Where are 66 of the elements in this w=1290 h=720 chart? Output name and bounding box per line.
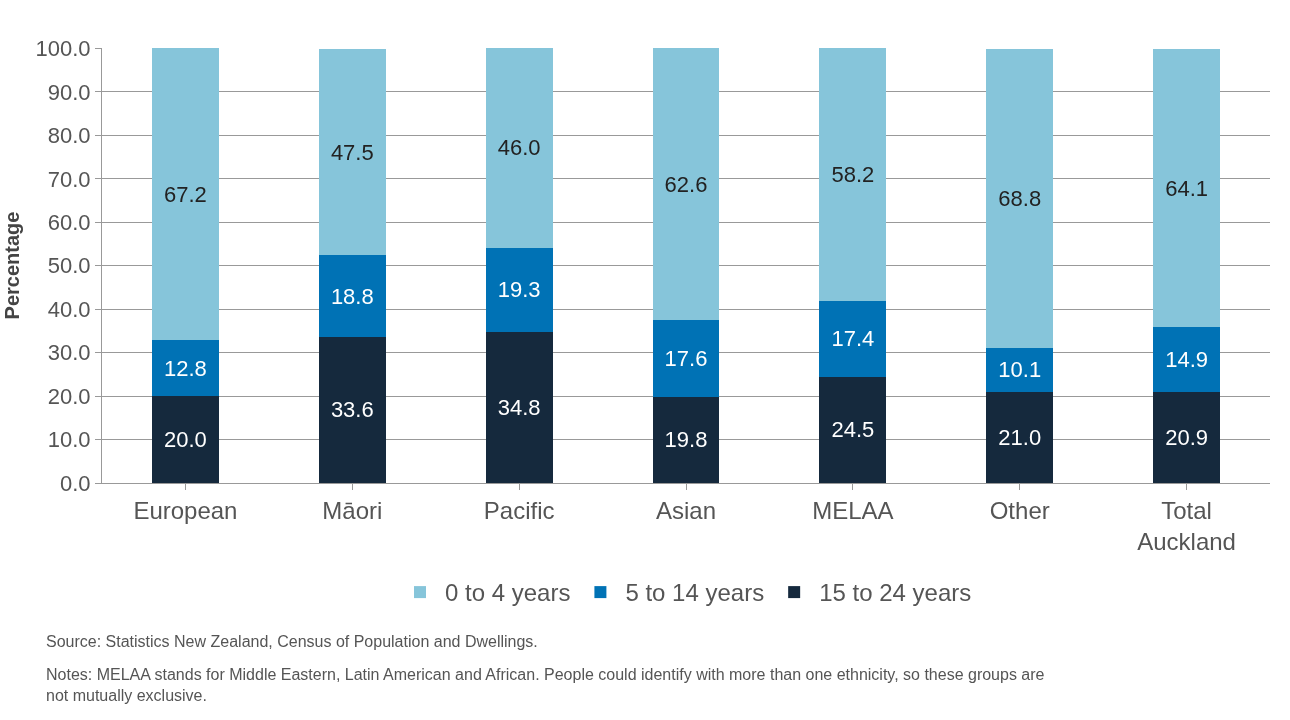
y-tick-label: 100.0 — [35, 36, 91, 62]
data-label: 18.8 — [330, 283, 374, 309]
bar — [152, 396, 219, 483]
data-label: 24.5 — [831, 417, 875, 443]
bar — [819, 48, 887, 301]
data-label: 33.6 — [330, 397, 374, 423]
source-note: Source: Statistics New Zealand, Census of Population and Dwellings. — [46, 633, 538, 650]
data-label: 62.6 — [664, 171, 708, 197]
bar — [1153, 48, 1220, 328]
legend-label: 15 to 24 years — [819, 579, 972, 607]
y-tick-label: 10.0 — [47, 427, 91, 453]
x-tick-label: MELAA — [812, 496, 894, 524]
y-tick-label: 30.0 — [47, 340, 91, 366]
bar — [485, 48, 553, 248]
data-label: 10.1 — [998, 357, 1042, 383]
bar — [652, 396, 720, 483]
bar — [652, 48, 720, 321]
data-label: 67.2 — [164, 181, 207, 207]
bar — [318, 255, 386, 337]
y-tick-label: 20.0 — [47, 383, 91, 409]
bar — [819, 300, 887, 377]
data-label: 19.3 — [497, 277, 541, 303]
y-tick-label: 80.0 — [47, 123, 91, 149]
y-tick-label: 70.0 — [47, 166, 91, 192]
bar — [1153, 392, 1220, 483]
data-label: 47.5 — [330, 139, 374, 165]
x-tick-label: Pacific — [483, 496, 555, 524]
data-label: 64.1 — [1165, 175, 1208, 201]
data-label: 20.9 — [1165, 425, 1208, 451]
data-label: 20.0 — [164, 427, 207, 453]
bar — [986, 391, 1054, 483]
bar — [152, 48, 219, 341]
x-tick-label: Total Auckland — [1137, 496, 1236, 555]
bar — [318, 336, 386, 483]
bar — [485, 247, 553, 332]
bar — [318, 48, 386, 256]
bar — [652, 320, 720, 397]
y-tick-label: 50.0 — [47, 253, 91, 279]
data-label: 17.4 — [831, 326, 875, 352]
bar — [1153, 327, 1220, 393]
bar — [485, 331, 553, 483]
data-label: 46.0 — [497, 135, 541, 161]
x-tick-label: Asian — [655, 496, 717, 524]
x-tick-label: Other — [989, 496, 1050, 524]
data-label: 19.8 — [664, 427, 708, 453]
text: Notes: MELAA stands for Middle Eastern, Latin American and African. People could identify with more than one ethnicity, so these groups are not mutually exclusive. — [46, 666, 1045, 704]
bar — [986, 48, 1054, 348]
data-label: 34.8 — [497, 394, 541, 420]
x-tick-label: Māori — [322, 496, 383, 524]
bar — [152, 340, 219, 397]
data-label: 68.8 — [998, 185, 1042, 211]
legend-label: 0 to 4 years — [445, 579, 571, 607]
data-label: 14.9 — [1165, 347, 1208, 373]
bar — [986, 347, 1054, 392]
y-tick-label: 60.0 — [47, 209, 91, 235]
legend-label: 5 to 14 years — [625, 579, 765, 607]
data-label: 12.8 — [164, 355, 207, 381]
data-label: 17.6 — [664, 346, 708, 372]
y-tick-label: 90.0 — [47, 79, 91, 105]
y-axis-title: Percentage — [1, 211, 24, 320]
x-tick-label: European — [133, 496, 238, 524]
y-tick-label: 0.0 — [60, 470, 91, 496]
data-label: 21.0 — [998, 424, 1042, 450]
data-label: 58.2 — [831, 161, 875, 187]
bar — [819, 376, 887, 483]
y-tick-label: 40.0 — [47, 296, 91, 322]
